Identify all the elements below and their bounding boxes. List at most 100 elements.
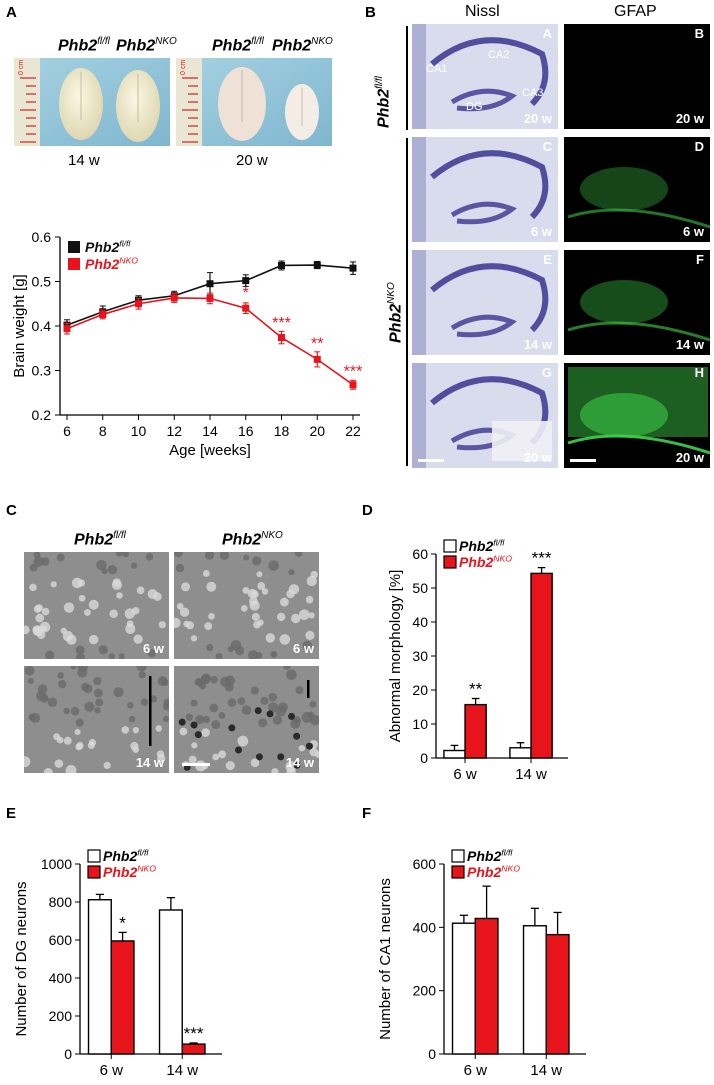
dark-cell xyxy=(293,732,301,740)
cell xyxy=(131,606,140,615)
cell xyxy=(191,742,198,749)
cell-layer xyxy=(430,263,549,333)
y-tick-label: 40 xyxy=(412,614,428,630)
bar xyxy=(87,899,112,1055)
ca1-neurons-chart: 0 200 400 600 Number of CA1 neurons 6 w 14 w Ph… xyxy=(377,848,586,1079)
x-tick-label: 20 xyxy=(309,423,325,439)
y-tick-label: 600 xyxy=(413,856,437,872)
data-point xyxy=(349,381,357,389)
cell xyxy=(63,736,72,745)
age-caption-14w: 14 w xyxy=(68,152,100,169)
cell xyxy=(268,560,280,571)
cell xyxy=(200,674,211,685)
cell xyxy=(156,750,165,758)
cell xyxy=(84,701,95,712)
cell xyxy=(45,650,55,659)
cell xyxy=(241,705,252,716)
cell xyxy=(235,646,245,656)
cell xyxy=(162,715,169,722)
region-label-ca2: CA2 xyxy=(488,49,509,61)
cell xyxy=(54,759,64,768)
cell xyxy=(155,725,163,732)
cell xyxy=(70,706,80,716)
x-tick-label: 14 w xyxy=(530,1062,562,1079)
cell xyxy=(122,552,130,558)
cell xyxy=(307,711,314,718)
panel-label-a: A xyxy=(6,4,17,21)
cell xyxy=(101,567,108,575)
legend-swatch xyxy=(87,849,101,863)
significance-marker: * xyxy=(119,913,126,932)
panel-label-c: C xyxy=(6,502,17,519)
cell xyxy=(208,612,215,620)
tile-edge xyxy=(412,250,426,355)
region-label-ca3: CA3 xyxy=(522,87,543,99)
caption-sup: NKO xyxy=(155,36,177,47)
cell xyxy=(279,634,291,645)
dark-cell xyxy=(305,742,313,750)
data-point xyxy=(349,264,357,272)
cell xyxy=(147,649,156,658)
dark-cell xyxy=(178,718,186,726)
cell xyxy=(94,707,101,714)
cell xyxy=(286,669,297,681)
data-point xyxy=(242,304,250,312)
cell xyxy=(206,644,214,652)
y-tick-label: 60 xyxy=(412,546,428,562)
dg-neurons-chart: 0 200 400 600 800 1000 Number of DG neurons 6 w… xyxy=(13,848,222,1079)
cell xyxy=(250,686,260,695)
cell xyxy=(63,602,75,613)
cell xyxy=(257,582,266,590)
gfap-signal xyxy=(580,393,668,437)
cell xyxy=(240,604,248,612)
cell xyxy=(218,750,227,759)
dark-cell xyxy=(190,721,198,729)
y-tick-label: 10 xyxy=(412,716,428,732)
cell xyxy=(78,594,86,602)
column-header-ctrl: Phb2fl/fl xyxy=(74,530,126,549)
cell xyxy=(190,635,198,642)
legend-swatch xyxy=(68,258,80,270)
legend-swatch xyxy=(68,241,80,253)
bar xyxy=(110,940,135,1055)
cell xyxy=(290,613,301,624)
cell xyxy=(305,630,315,640)
cell xyxy=(35,613,45,623)
cell xyxy=(29,563,38,572)
x-tick-label: 10 xyxy=(131,423,147,439)
x-tick-label: 6 xyxy=(63,423,71,439)
dark-cell xyxy=(293,761,301,769)
cell xyxy=(121,726,130,734)
brain-weight-chart: 0.2 0.3 0.4 0.5 0.6 6 8 10 12 14 16 18 20 22 Age [week… xyxy=(11,229,362,459)
panel-label-b: B xyxy=(365,4,376,21)
x-tick-label: 6 w xyxy=(100,1062,124,1079)
cell xyxy=(185,713,194,722)
tile-age: 20 w xyxy=(676,450,705,465)
cell xyxy=(179,727,188,736)
cell xyxy=(53,733,61,741)
cell xyxy=(33,605,42,613)
tile-background xyxy=(564,24,710,129)
cell xyxy=(28,713,36,721)
nissl-tile-e: E 14 w xyxy=(412,250,558,355)
dark-cell xyxy=(254,707,262,715)
legend-label: Phb2NKO xyxy=(103,864,156,880)
data-point xyxy=(206,294,214,302)
dark-cell xyxy=(228,724,236,732)
x-tick-label: 6 w xyxy=(464,1062,488,1079)
cell xyxy=(75,653,85,659)
cell xyxy=(299,609,310,620)
cell xyxy=(219,552,230,561)
legend-label: Phb2NKO xyxy=(467,864,520,880)
caption-base: Phb2 xyxy=(58,37,98,55)
row-label-base: Phb2 xyxy=(387,303,405,343)
cell xyxy=(161,678,169,686)
cell xyxy=(237,697,246,705)
y-tick-label: 0.3 xyxy=(32,363,52,379)
significance-marker: ** xyxy=(469,680,483,699)
micrograph-tile: 14 w xyxy=(174,666,319,773)
cell xyxy=(113,687,124,698)
legend-swatch xyxy=(87,865,101,879)
y-axis-title: Number of CA1 neurons xyxy=(377,878,394,1040)
y-axis-title: Brain weight [g] xyxy=(11,274,28,377)
